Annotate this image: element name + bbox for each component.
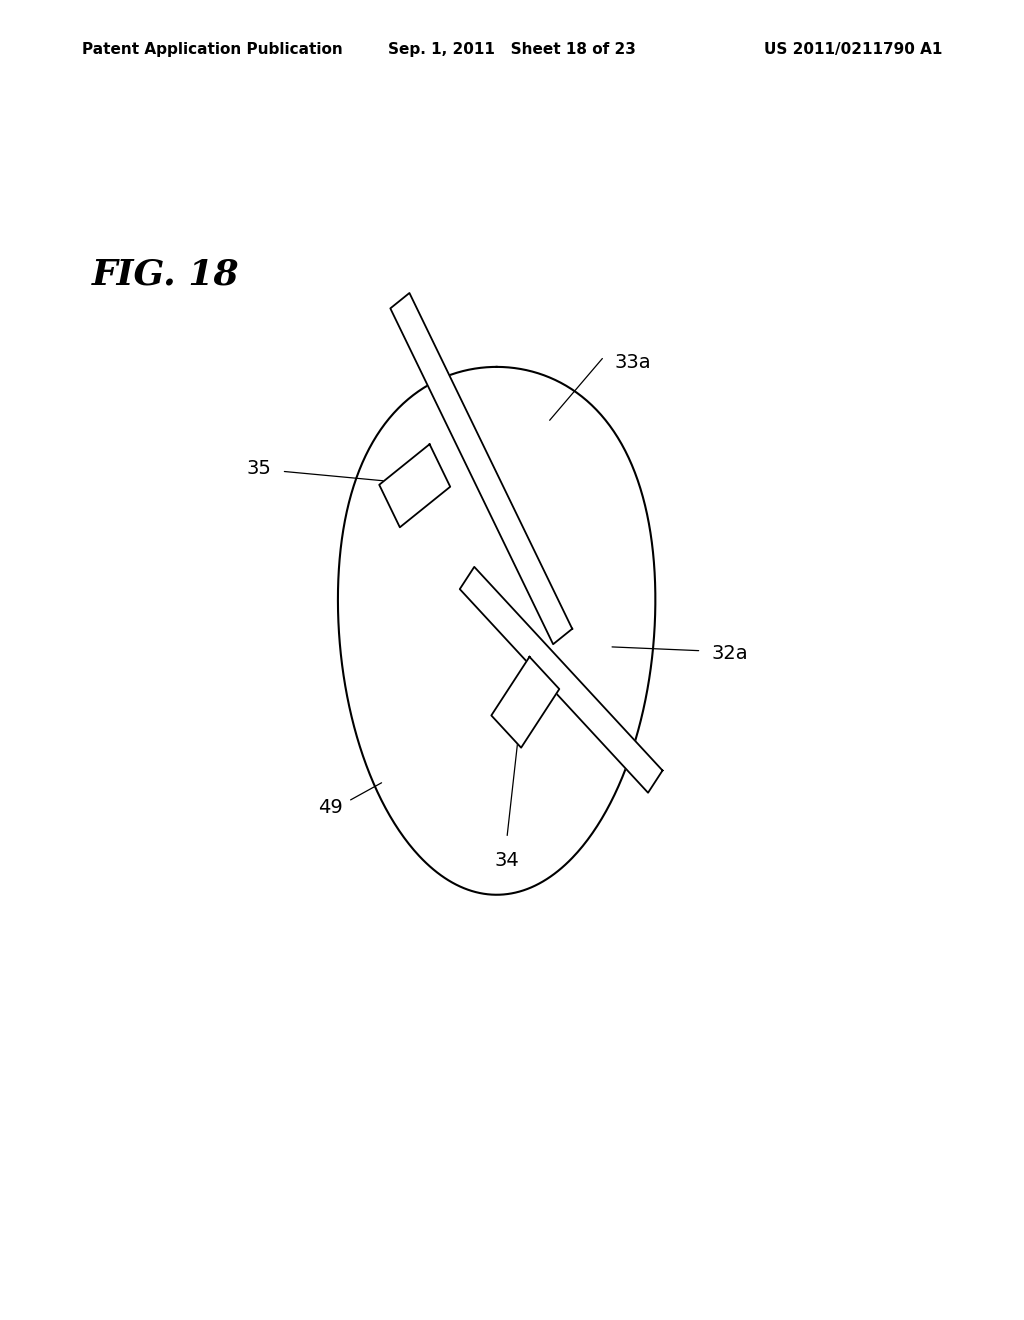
Text: 32a: 32a: [712, 644, 749, 663]
Text: 49: 49: [318, 799, 343, 817]
Text: Patent Application Publication: Patent Application Publication: [82, 42, 343, 57]
Text: 33a: 33a: [614, 354, 651, 372]
Polygon shape: [390, 293, 572, 644]
Polygon shape: [460, 566, 663, 793]
Text: 34: 34: [495, 851, 519, 870]
Text: 35: 35: [247, 459, 271, 478]
Polygon shape: [492, 657, 559, 747]
Text: Sep. 1, 2011   Sheet 18 of 23: Sep. 1, 2011 Sheet 18 of 23: [388, 42, 636, 57]
Text: FIG. 18: FIG. 18: [92, 257, 240, 292]
Polygon shape: [379, 445, 451, 527]
Text: US 2011/0211790 A1: US 2011/0211790 A1: [764, 42, 942, 57]
